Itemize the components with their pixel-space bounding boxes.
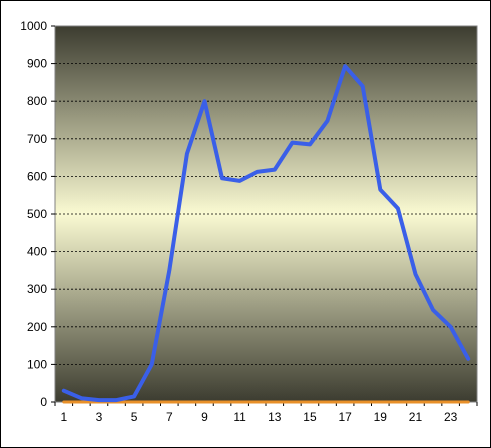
x-tick-label: 9	[201, 410, 208, 424]
x-tick-label: 21	[409, 410, 423, 424]
x-axis: 1 3 5 7 9 11 13 15 17 19 21 23	[54, 402, 478, 424]
y-tick-label: 0	[40, 395, 47, 409]
x-tick-label: 13	[268, 410, 282, 424]
x-tick-label: 1	[60, 410, 67, 424]
y-axis: 0 100 200 300 400 500 600 700 800 900 1000	[20, 19, 55, 409]
y-tick-label: 100	[27, 357, 47, 371]
x-tick-label: 3	[96, 410, 103, 424]
y-tick-label: 500	[27, 207, 47, 221]
x-tick-label: 15	[303, 410, 317, 424]
y-tick-label: 600	[27, 169, 47, 183]
y-tick-label: 800	[27, 94, 47, 108]
series-lines	[61, 64, 471, 404]
series-line-1	[61, 64, 471, 403]
y-tick-label: 200	[27, 320, 47, 334]
x-tick-label: 11	[233, 410, 246, 424]
x-tick-label: 7	[166, 410, 173, 424]
plot-area	[54, 25, 478, 403]
y-tick-label: 700	[27, 132, 47, 146]
y-tick-label: 1000	[20, 19, 47, 33]
y-tick-label: 300	[27, 282, 47, 296]
y-tick-label: 900	[27, 57, 47, 71]
x-tick-label: 19	[374, 410, 388, 424]
x-tick-label: 23	[444, 410, 458, 424]
x-tick-label: 5	[131, 410, 138, 424]
y-tick-label: 400	[27, 245, 47, 259]
x-tick-label: 17	[338, 410, 352, 424]
